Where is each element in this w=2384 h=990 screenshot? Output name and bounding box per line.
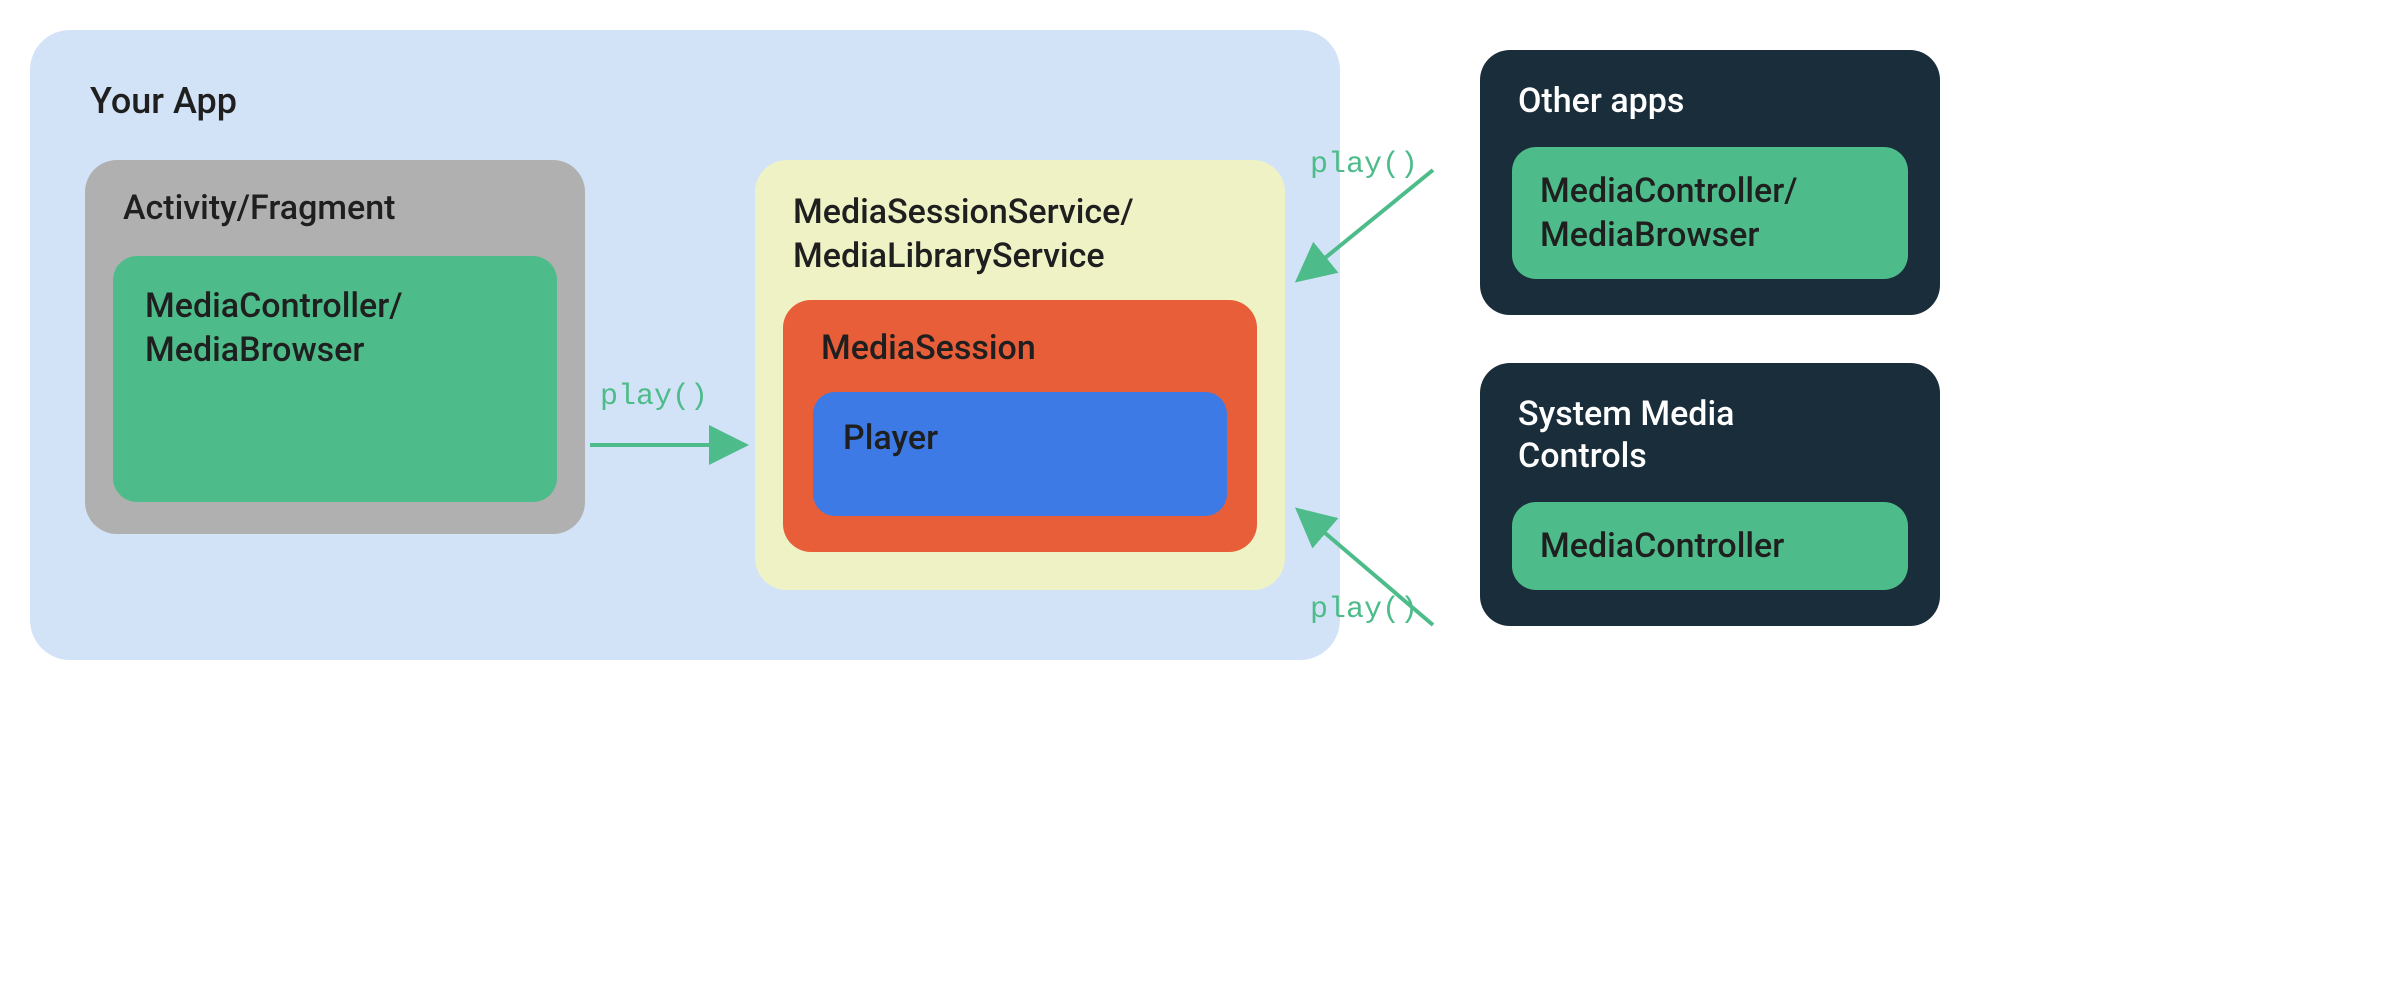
architecture-diagram: Your App Activity/Fragment MediaControll…	[30, 30, 2354, 660]
activity-fragment-title: Activity/Fragment	[113, 188, 557, 228]
other-apps-box: Other apps MediaController/ MediaBrowser	[1480, 50, 1940, 315]
other-apps-controller-label: MediaController/ MediaBrowser	[1540, 171, 1798, 255]
system-media-controls-box: System Media Controls MediaController	[1480, 363, 1940, 626]
activity-media-controller-box: MediaController/ MediaBrowser	[113, 256, 557, 502]
arrow3-label: play()	[1310, 593, 1418, 627]
media-session-box: MediaSession Player	[783, 300, 1257, 552]
activity-controller-label: MediaController/ MediaBrowser	[145, 286, 403, 370]
other-apps-controller-box: MediaController/ MediaBrowser	[1512, 147, 1908, 279]
arrow2-label: play()	[1310, 148, 1418, 182]
your-app-title: Your App	[90, 80, 237, 122]
player-box: Player	[813, 392, 1227, 516]
service-title: MediaSessionService/ MediaLibraryService	[783, 190, 1257, 278]
your-app-container: Your App Activity/Fragment MediaControll…	[30, 30, 1340, 660]
media-session-title: MediaSession	[813, 328, 1227, 368]
system-controller-label: MediaController	[1540, 526, 1784, 566]
player-label: Player	[843, 418, 938, 458]
media-session-service-box: MediaSessionService/ MediaLibraryService…	[755, 160, 1285, 590]
arrow1-label: play()	[600, 380, 708, 414]
other-apps-title: Other apps	[1512, 80, 1908, 123]
external-clients-column: Other apps MediaController/ MediaBrowser…	[1480, 50, 1940, 626]
system-controls-controller-box: MediaController	[1512, 502, 1908, 590]
activity-fragment-box: Activity/Fragment MediaController/ Media…	[85, 160, 585, 534]
system-controls-title: System Media Controls	[1512, 393, 1908, 478]
arrow-activity-to-service	[590, 425, 760, 465]
